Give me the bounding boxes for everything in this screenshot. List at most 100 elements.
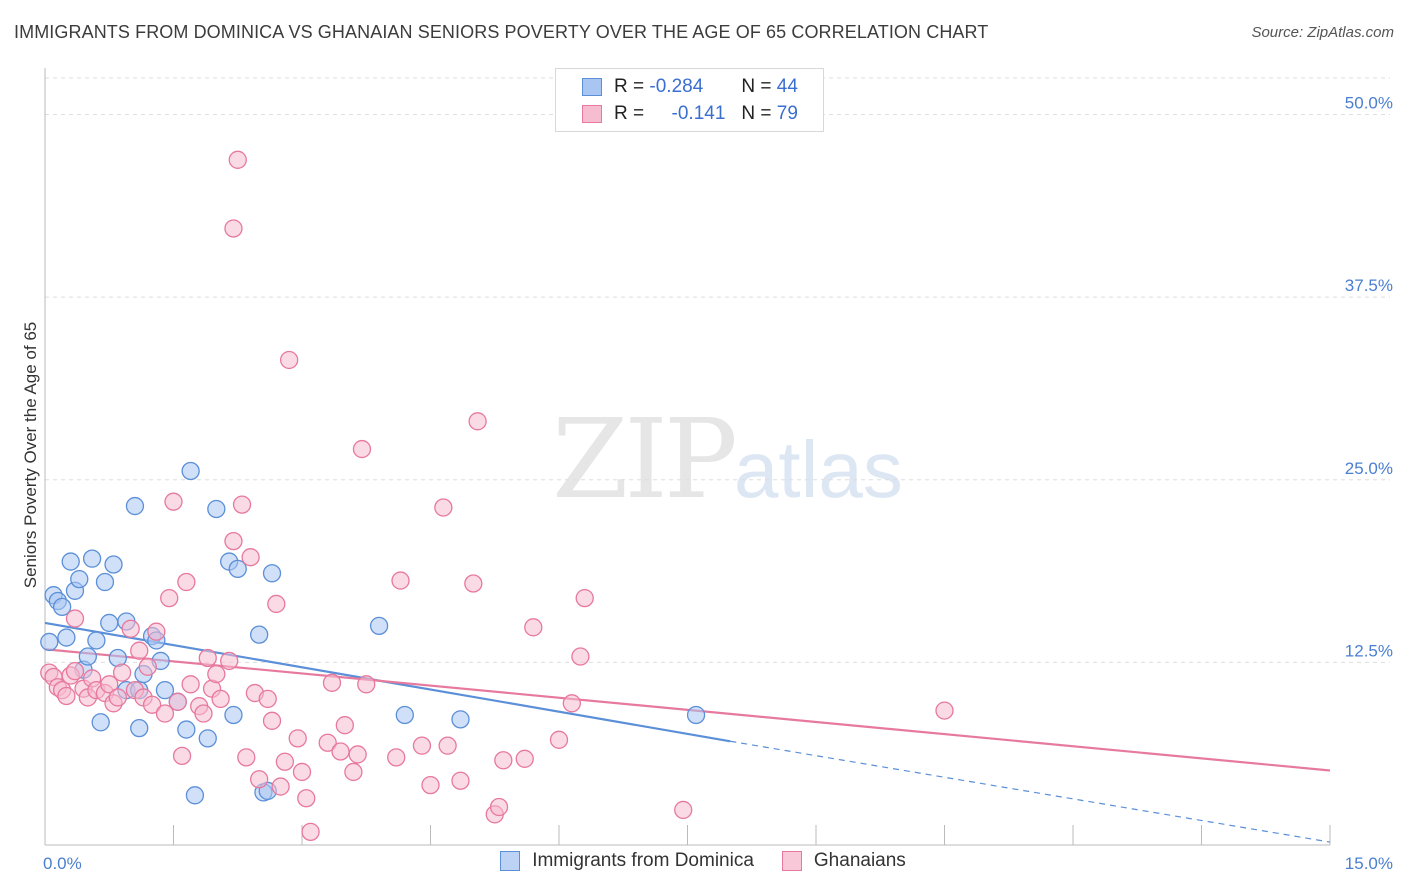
point-ghanaians bbox=[194, 704, 213, 723]
point-ghanaians bbox=[262, 711, 282, 730]
legend-item-ghanaians[interactable]: Ghanaians bbox=[781, 850, 906, 872]
point-ghanaians bbox=[301, 822, 320, 842]
point-dominica bbox=[262, 564, 282, 583]
point-ghanaians bbox=[575, 588, 594, 608]
legend-row-ghanaians: R = -0.141 N = 79 bbox=[582, 101, 798, 127]
legend-r-label: R = bbox=[614, 76, 645, 97]
point-ghanaians bbox=[489, 797, 509, 817]
point-ghanaians bbox=[515, 749, 534, 768]
point-dominica bbox=[177, 720, 196, 739]
legend-label-dominica: Immigrants from Dominica bbox=[532, 850, 754, 871]
point-ghanaians bbox=[130, 641, 149, 660]
point-dominica bbox=[369, 616, 389, 636]
point-dominica bbox=[100, 613, 119, 633]
point-ghanaians bbox=[108, 688, 127, 707]
point-ghanaians bbox=[292, 762, 312, 782]
point-ghanaians bbox=[138, 657, 157, 676]
point-ghanaians bbox=[220, 651, 239, 671]
point-ghanaians bbox=[524, 618, 543, 637]
legend-r-value: -0.284 bbox=[649, 76, 704, 97]
legend-item-dominica[interactable]: Immigrants from Dominica bbox=[500, 850, 754, 872]
point-ghanaians bbox=[241, 548, 260, 567]
trend-line-dominica-extension bbox=[730, 740, 1331, 843]
legend-r-label: R = bbox=[614, 103, 645, 124]
point-ghanaians bbox=[421, 775, 440, 795]
point-ghanaians bbox=[168, 692, 187, 711]
y-tick-label: 25.0% bbox=[1345, 459, 1393, 478]
point-ghanaians bbox=[147, 622, 166, 641]
point-dominica bbox=[395, 705, 414, 725]
point-ghanaians bbox=[297, 789, 316, 808]
point-ghanaians bbox=[549, 730, 569, 749]
point-dominica bbox=[87, 631, 106, 650]
point-ghanaians bbox=[121, 619, 140, 638]
point-dominica bbox=[91, 713, 110, 732]
point-ghanaians bbox=[562, 694, 581, 713]
point-ghanaians bbox=[65, 661, 85, 681]
point-ghanaians bbox=[288, 729, 307, 748]
trend-line-ghanaians bbox=[44, 648, 1331, 772]
point-ghanaians bbox=[279, 350, 299, 370]
point-ghanaians bbox=[267, 594, 286, 614]
x-tick-label: 0.0% bbox=[43, 854, 82, 873]
legend-n-value: 79 bbox=[776, 103, 798, 124]
legend-swatch-ghanaians bbox=[781, 851, 802, 871]
point-ghanaians bbox=[224, 219, 243, 238]
legend-n-label: N = bbox=[741, 76, 772, 97]
point-ghanaians bbox=[357, 675, 376, 694]
point-dominica bbox=[130, 718, 149, 738]
watermark-zip: ZIP bbox=[552, 395, 738, 523]
point-ghanaians bbox=[177, 572, 196, 592]
point-dominica bbox=[207, 499, 226, 519]
point-dominica bbox=[155, 680, 175, 700]
legend-label-ghanaians: Ghanaians bbox=[813, 850, 906, 871]
point-dominica bbox=[198, 729, 217, 748]
point-ghanaians bbox=[438, 736, 457, 755]
point-dominica bbox=[451, 710, 470, 729]
point-dominica bbox=[70, 569, 89, 589]
point-ghanaians bbox=[335, 716, 354, 735]
tick-labels: 12.5% 25.0% 37.5% 50.0% 0.0% 15.0% bbox=[43, 94, 1393, 873]
y-tick-label: 50.0% bbox=[1345, 94, 1393, 113]
point-ghanaians bbox=[258, 689, 277, 709]
point-ghanaians bbox=[172, 746, 192, 766]
point-ghanaians bbox=[207, 664, 226, 684]
point-ghanaians bbox=[352, 439, 372, 459]
point-ghanaians bbox=[451, 771, 470, 790]
point-ghanaians bbox=[155, 704, 175, 723]
y-axis-label: Seniors Poverty Over the Age of 65 bbox=[21, 322, 40, 588]
watermark: ZIPatlas bbox=[552, 395, 903, 523]
point-ghanaians bbox=[391, 571, 410, 590]
point-ghanaians bbox=[232, 495, 252, 514]
legend-swatch-ghanaians bbox=[582, 105, 602, 123]
point-dominica bbox=[57, 628, 76, 647]
point-ghanaians bbox=[250, 770, 269, 789]
point-ghanaians bbox=[100, 675, 119, 694]
legend-swatch-dominica bbox=[500, 851, 521, 871]
point-dominica bbox=[95, 572, 115, 592]
point-ghanaians bbox=[348, 745, 367, 764]
point-ghanaians bbox=[160, 588, 179, 608]
point-ghanaians bbox=[237, 748, 256, 767]
data-points bbox=[40, 150, 954, 842]
point-dominica bbox=[686, 705, 706, 725]
point-ghanaians bbox=[275, 752, 295, 771]
legend-swatch-dominica bbox=[582, 78, 602, 96]
point-dominica bbox=[181, 461, 200, 481]
point-ghanaians bbox=[112, 663, 132, 682]
point-ghanaians bbox=[224, 531, 243, 551]
point-dominica bbox=[104, 555, 123, 574]
y-tick-label: 37.5% bbox=[1345, 276, 1393, 295]
point-ghanaians bbox=[464, 574, 483, 593]
legend-row-dominica: R = -0.284 N = 44 bbox=[582, 74, 798, 100]
y-tick-label: 12.5% bbox=[1345, 641, 1393, 660]
point-ghanaians bbox=[198, 648, 217, 668]
chart-title: IMMIGRANTS FROM DOMINICA VS GHANAIAN SEN… bbox=[14, 22, 989, 42]
point-ghanaians bbox=[181, 675, 200, 694]
point-dominica bbox=[250, 625, 269, 644]
point-dominica bbox=[224, 705, 243, 725]
point-dominica bbox=[125, 496, 145, 516]
point-ghanaians bbox=[344, 762, 363, 782]
watermark-atlas: atlas bbox=[733, 425, 903, 514]
